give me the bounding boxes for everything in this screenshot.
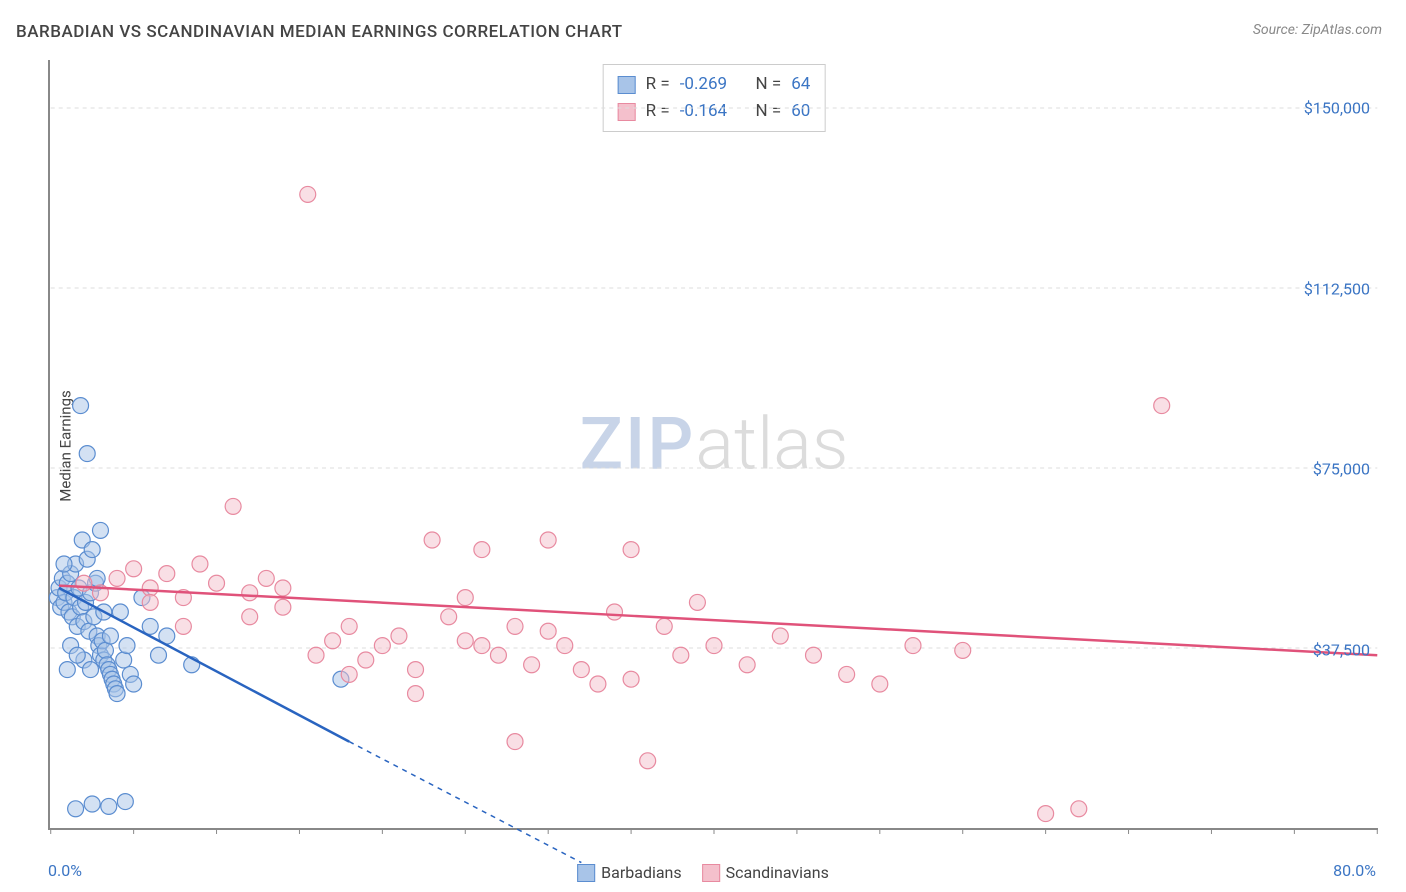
plot-area: ZIPatlas R = -0.269 N = 64 R = -0.164 N … — [48, 60, 1378, 830]
legend-swatch-1 — [577, 864, 595, 882]
x-axis-min-label: 0.0% — [48, 861, 82, 880]
source-attribution: Source: ZipAtlas.com — [1253, 22, 1382, 38]
chart-title: BARBADIAN VS SCANDINAVIAN MEDIAN EARNING… — [16, 22, 623, 42]
y-tick-label: $150,000 — [1304, 99, 1370, 118]
legend-item-2: Scandinavians — [702, 863, 829, 882]
plot-svg — [50, 60, 1378, 828]
legend-label-1: Barbadians — [601, 863, 682, 882]
source-name: ZipAtlas.com — [1302, 22, 1382, 38]
legend-label-2: Scandinavians — [726, 863, 829, 882]
bottom-legend: Barbadians Scandinavians — [577, 863, 829, 882]
y-tick-label: $112,500 — [1304, 279, 1370, 298]
y-tick-label: $75,000 — [1313, 460, 1370, 479]
source-label: Source: — [1253, 22, 1298, 38]
legend-swatch-2 — [702, 864, 720, 882]
legend-item-1: Barbadians — [577, 863, 682, 882]
x-axis-max-label: 80.0% — [1333, 861, 1376, 880]
chart-container: BARBADIAN VS SCANDINAVIAN MEDIAN EARNING… — [0, 0, 1406, 892]
y-tick-label: $37,500 — [1313, 640, 1370, 659]
